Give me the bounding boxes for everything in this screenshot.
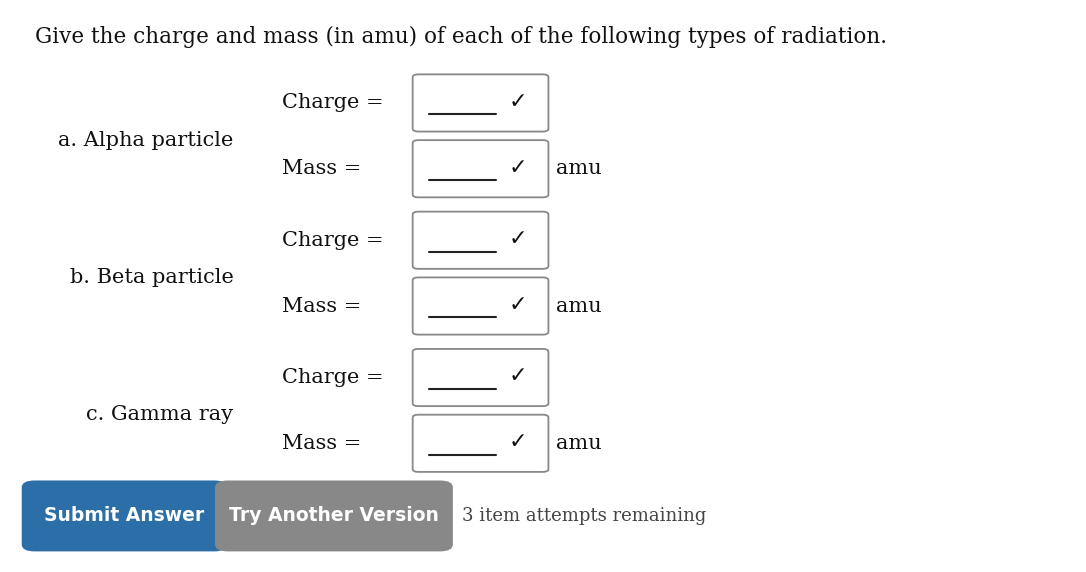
- FancyBboxPatch shape: [413, 140, 548, 197]
- Text: a. Alpha particle: a. Alpha particle: [59, 130, 233, 150]
- Text: amu: amu: [556, 296, 602, 316]
- FancyBboxPatch shape: [413, 212, 548, 269]
- Text: ✓: ✓: [508, 229, 528, 249]
- Text: Mass =: Mass =: [282, 296, 362, 316]
- Text: Charge =: Charge =: [282, 231, 384, 250]
- FancyBboxPatch shape: [413, 74, 548, 132]
- Text: b. Beta particle: b. Beta particle: [70, 268, 233, 287]
- FancyBboxPatch shape: [215, 480, 453, 551]
- Text: 3 item attempts remaining: 3 item attempts remaining: [462, 507, 706, 525]
- Text: amu: amu: [556, 159, 602, 178]
- FancyBboxPatch shape: [413, 415, 548, 472]
- Text: Submit Answer: Submit Answer: [45, 506, 204, 526]
- Text: ✓: ✓: [508, 158, 528, 178]
- Text: amu: amu: [556, 434, 602, 453]
- FancyBboxPatch shape: [413, 277, 548, 335]
- Text: Charge =: Charge =: [282, 93, 384, 113]
- Text: Give the charge and mass (in amu) of each of the following types of radiation.: Give the charge and mass (in amu) of eac…: [35, 26, 887, 48]
- Text: Mass =: Mass =: [282, 159, 362, 178]
- Text: ✓: ✓: [508, 367, 528, 387]
- Text: c. Gamma ray: c. Gamma ray: [87, 405, 233, 424]
- FancyBboxPatch shape: [413, 349, 548, 406]
- Text: Charge =: Charge =: [282, 368, 384, 387]
- Text: ✓: ✓: [508, 92, 528, 112]
- Text: Mass =: Mass =: [282, 434, 362, 453]
- Text: ✓: ✓: [508, 295, 528, 315]
- FancyBboxPatch shape: [22, 480, 227, 551]
- Text: ✓: ✓: [508, 432, 528, 452]
- Text: Try Another Version: Try Another Version: [229, 506, 439, 526]
